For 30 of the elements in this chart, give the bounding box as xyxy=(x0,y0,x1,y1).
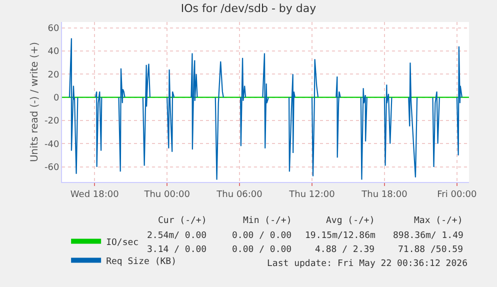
legend-label: Req Size (KB) xyxy=(106,256,177,267)
text: 898.36m/ 1.49 xyxy=(393,231,464,241)
chart-title: IOs for /dev/sdb - by day xyxy=(180,2,317,16)
text: Cur (-/+) xyxy=(158,216,207,226)
text: Avg (-/+) xyxy=(326,216,375,226)
y-tick-label: -20 xyxy=(44,116,60,127)
text: 3.14 / 0.00 xyxy=(147,245,207,255)
text: 0.00 / 0.00 xyxy=(232,245,292,255)
text: Min (-/+) xyxy=(243,216,292,226)
text: 19.15m/12.86m xyxy=(305,231,376,241)
text: 4.88 / 2.39 xyxy=(315,245,375,255)
y-tick-label: 0 xyxy=(53,94,60,104)
text: 0.00 / 0.00 xyxy=(232,231,292,241)
text: Last update: Fri May 22 00:36:12 2026 xyxy=(267,259,468,269)
y-tick-label: 60 xyxy=(48,24,60,34)
text: 2.54m/ 0.00 xyxy=(147,231,207,241)
text: Max (-/+) xyxy=(414,216,463,226)
x-tick-label: Fri 00:00 xyxy=(437,190,477,200)
x-tick-label: Thu 18:00 xyxy=(360,190,408,200)
x-tick-label: Wed 18:00 xyxy=(70,190,120,200)
x-tick-label: Thu 00:00 xyxy=(143,190,190,200)
y-axis-title: Units read (-) / write (+) xyxy=(29,42,40,162)
y-tick-label: -40 xyxy=(44,140,60,150)
y-tick-label: 20 xyxy=(48,70,60,80)
x-tick-label: Thu 12:00 xyxy=(288,190,336,200)
legend-label: IO/sec xyxy=(106,238,139,248)
x-tick-label: Thu 06:00 xyxy=(216,190,263,200)
y-tick-label: 40 xyxy=(48,47,60,58)
text: 71.88 /50.59 xyxy=(398,245,464,255)
y-tick-label: -60 xyxy=(44,163,60,174)
